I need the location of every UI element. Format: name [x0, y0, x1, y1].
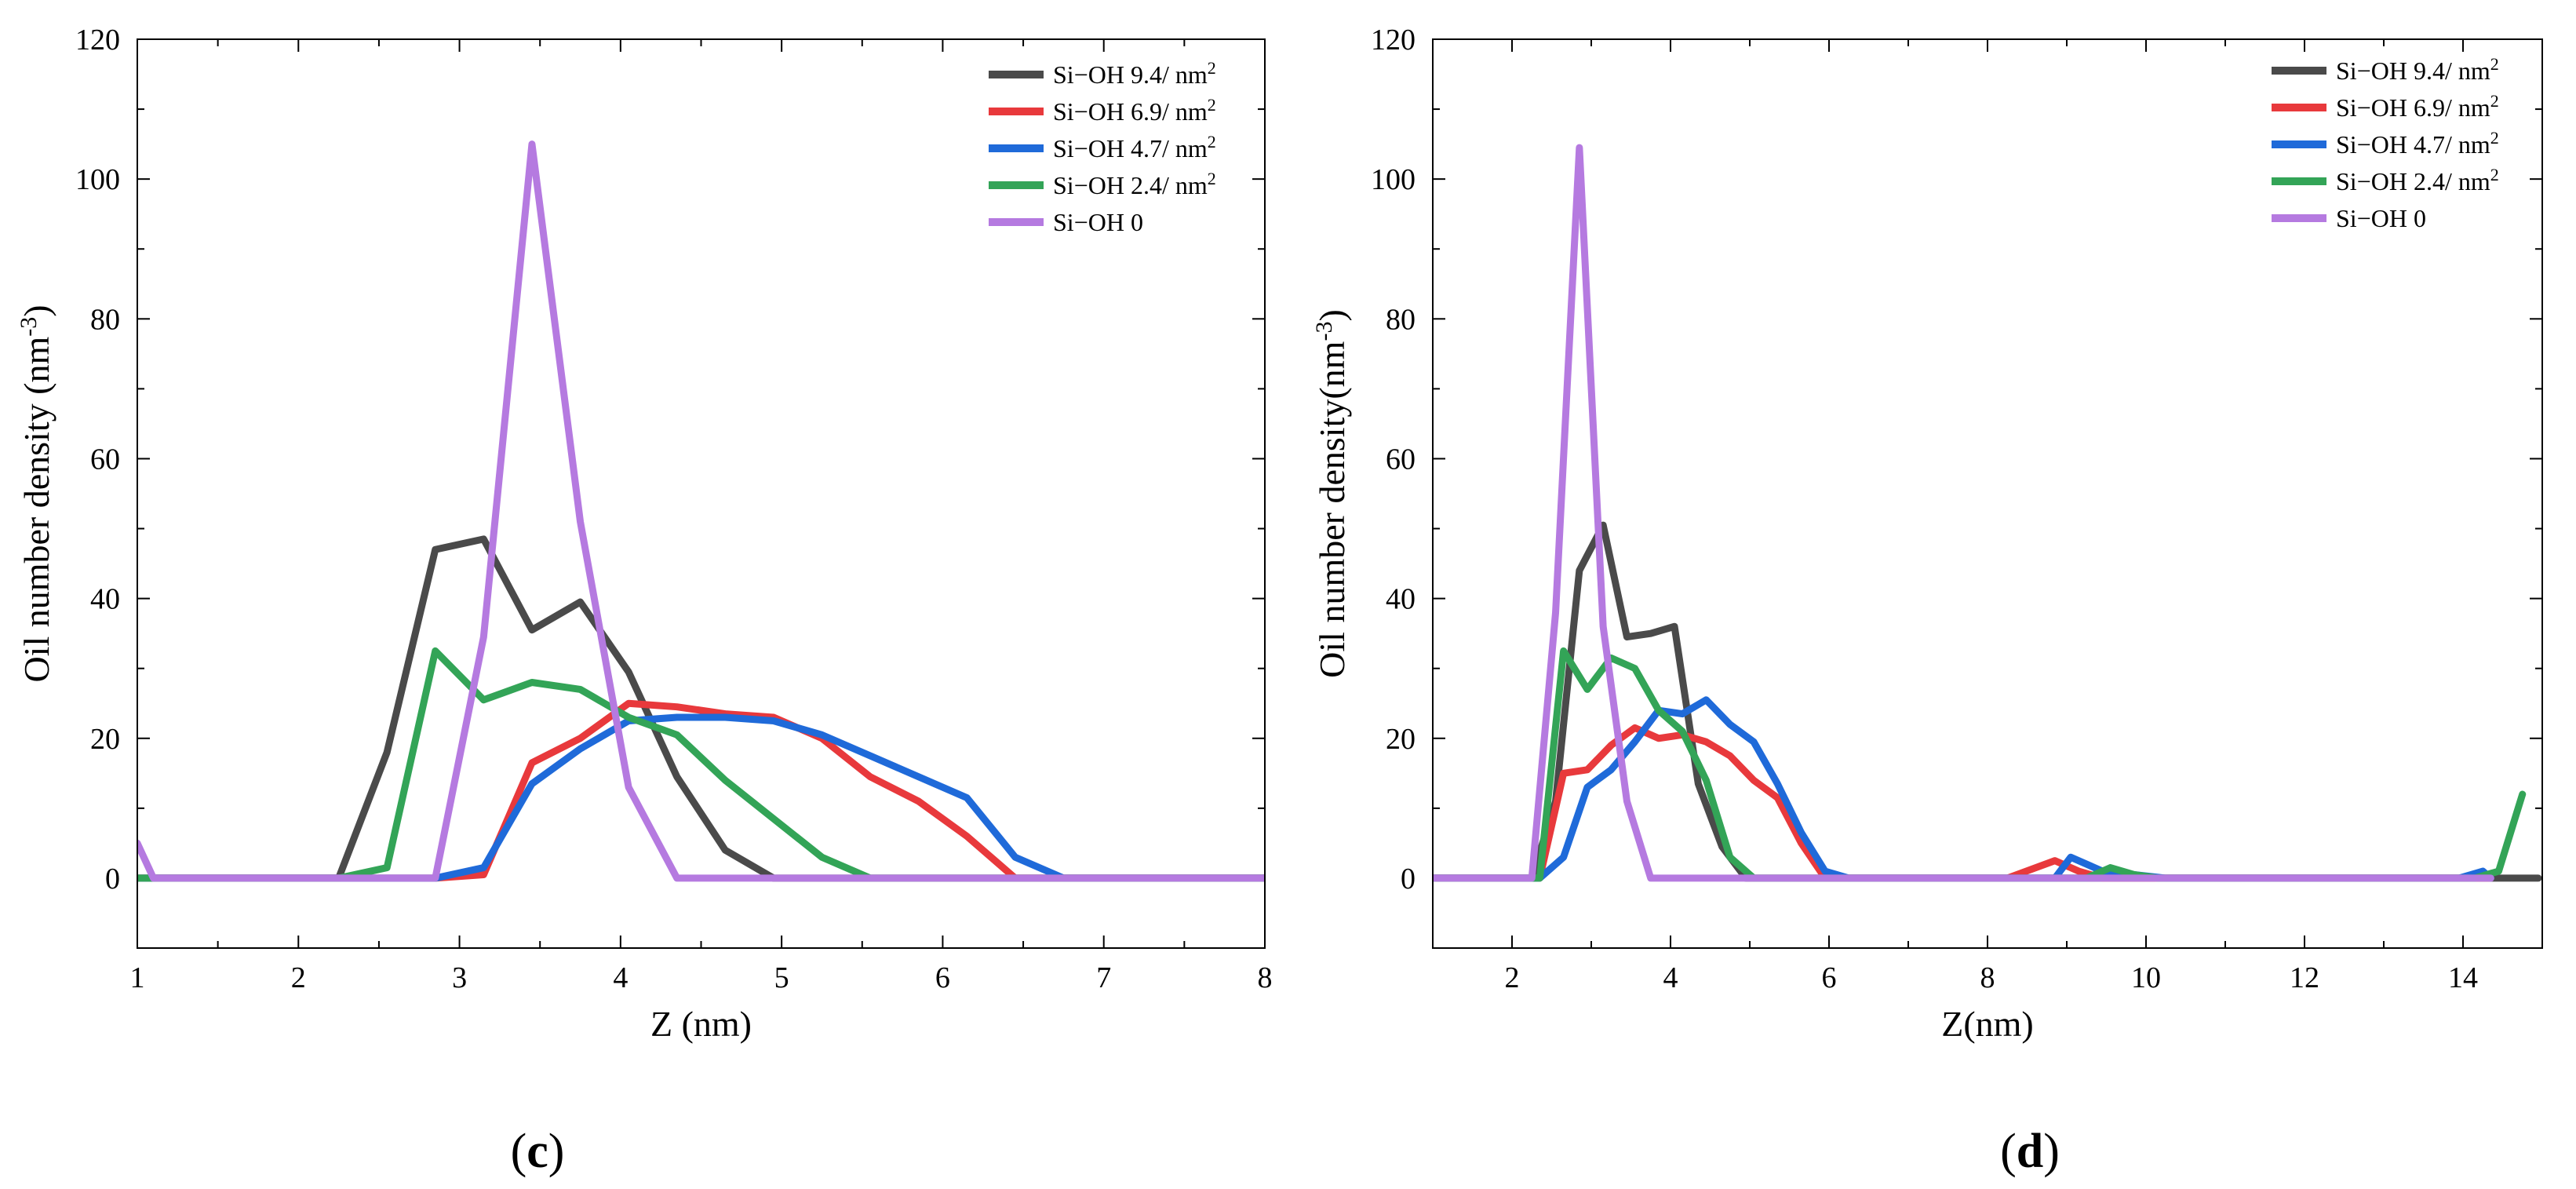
- x-tick-label: 14: [2448, 961, 2478, 994]
- y-axis-title-text: Oil number density (nm: [16, 337, 56, 683]
- panel-label-open: (: [511, 1125, 527, 1178]
- series-line: [1433, 696, 2494, 882]
- legend-label-text: Si−OH 9.4/ nm: [2336, 57, 2490, 85]
- series-line: [1433, 144, 2494, 882]
- y-tick-label: 60: [90, 443, 120, 476]
- y-tick-label: 0: [1401, 863, 1416, 895]
- legend-label: Si−OH 9.4/ nm2: [1053, 58, 1216, 89]
- legend-label: Si−OH 0: [2336, 204, 2426, 232]
- legend-label-text: Si−OH 2.4/ nm: [1053, 171, 1208, 199]
- legend-label: Si−OH 6.9/ nm2: [2336, 91, 2499, 122]
- y-tick-label: 100: [1371, 163, 1416, 196]
- x-axis-title: Z (nm): [650, 1004, 752, 1044]
- legend-label: Si−OH 9.4/ nm2: [2336, 54, 2499, 85]
- legend-label-text: Si−OH 0: [1053, 208, 1143, 236]
- x-tick-label: 12: [2290, 961, 2319, 994]
- y-tick-label: 60: [1386, 443, 1416, 476]
- x-tick-label: 7: [1096, 961, 1111, 994]
- x-tick-label: 8: [1980, 961, 1995, 994]
- y-axis-title-superscript: -3: [1311, 322, 1337, 341]
- y-tick-label: 80: [90, 303, 120, 336]
- y-axis-title-close: ): [1312, 309, 1352, 321]
- x-tick-label: 4: [1663, 961, 1678, 994]
- legend-label-text: Si−OH 4.7/ nm: [1053, 134, 1208, 162]
- x-axis-title: Z(nm): [1941, 1004, 2034, 1044]
- panel-label-close: ): [2043, 1125, 2060, 1178]
- x-tick-label: 5: [774, 961, 789, 994]
- y-axis-title: Oil number density(nm-3): [1311, 309, 1352, 678]
- legend-label: Si−OH 4.7/ nm2: [1053, 132, 1216, 162]
- legend-label-text: Si−OH 6.9/ nm: [1053, 97, 1208, 126]
- y-tick-label: 80: [1386, 303, 1416, 336]
- x-tick-label: 6: [1822, 961, 1837, 994]
- legend-label-text: Si−OH 6.9/ nm: [2336, 93, 2490, 122]
- y-axis-title-superscript: -3: [16, 317, 42, 337]
- legend-label-text: Si−OH 2.4/ nm: [2336, 167, 2490, 195]
- legend-label: Si−OH 6.9/ nm2: [1053, 95, 1216, 126]
- series-line: [137, 140, 1265, 882]
- legend-label-superscript: 2: [1208, 169, 1216, 188]
- series-line: [137, 713, 1265, 882]
- y-tick-label: 40: [90, 583, 120, 616]
- legend-label: Si−OH 0: [1053, 208, 1143, 236]
- y-axis-title: Oil number density (nm-3): [16, 305, 56, 682]
- legend-label-superscript: 2: [1208, 132, 1216, 151]
- x-tick-label: 10: [2131, 961, 2161, 994]
- panel-label: (c): [511, 1125, 565, 1178]
- panel-label-letter: d: [2017, 1125, 2043, 1178]
- series-group: [1433, 144, 2542, 882]
- panel-label-close: ): [548, 1125, 565, 1178]
- legend-label-text: Si−OH 4.7/ nm: [2336, 130, 2490, 159]
- x-tick-label: 2: [1505, 961, 1520, 994]
- x-tick-label: 6: [935, 961, 950, 994]
- legend-label-text: Si−OH 9.4/ nm: [1053, 60, 1208, 89]
- legend-label-superscript: 2: [1208, 95, 1216, 115]
- y-tick-label: 120: [1371, 24, 1416, 57]
- legend-label-superscript: 2: [1208, 58, 1216, 78]
- series-group: [137, 140, 1265, 882]
- legend-label-superscript: 2: [2490, 54, 2499, 74]
- y-tick-label: 20: [1386, 723, 1416, 756]
- y-axis-title-close: ): [16, 305, 56, 316]
- x-tick-label: 4: [613, 961, 628, 994]
- y-tick-label: 0: [105, 863, 120, 895]
- legend-label: Si−OH 4.7/ nm2: [2336, 128, 2499, 159]
- x-tick-label: 8: [1258, 961, 1273, 994]
- legend-label-superscript: 2: [2490, 165, 2499, 184]
- panel-label-open: (: [2000, 1125, 2017, 1178]
- panel-label-letter: c: [526, 1125, 548, 1178]
- plot-frame: [137, 38, 1266, 949]
- x-tick-label: 1: [130, 961, 145, 994]
- x-tick-label: 2: [291, 961, 306, 994]
- series-line: [137, 647, 1265, 882]
- y-tick-label: 120: [75, 24, 120, 57]
- legend-label: Si−OH 2.4/ nm2: [2336, 165, 2499, 195]
- y-tick-label: 40: [1386, 583, 1416, 616]
- y-tick-label: 20: [90, 723, 120, 756]
- y-tick-label: 100: [75, 163, 120, 196]
- legend-label-superscript: 2: [2490, 91, 2499, 111]
- legend-label-superscript: 2: [2490, 128, 2499, 148]
- y-axis-title-text: Oil number density(nm: [1312, 341, 1352, 677]
- legend-label: Si−OH 2.4/ nm2: [1053, 169, 1216, 199]
- x-tick-label: 3: [452, 961, 467, 994]
- plot-frame: [1432, 38, 2543, 949]
- legend-label-text: Si−OH 0: [2336, 204, 2426, 232]
- series-line: [137, 699, 1265, 882]
- series-line: [1433, 724, 2494, 882]
- panel-label: (d): [2000, 1125, 2060, 1178]
